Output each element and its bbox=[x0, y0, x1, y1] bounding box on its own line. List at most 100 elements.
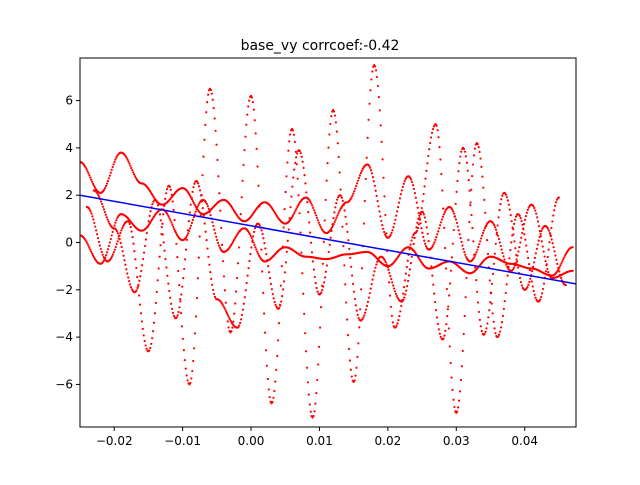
data-point bbox=[187, 379, 189, 381]
data-point bbox=[133, 173, 135, 175]
data-point bbox=[349, 257, 351, 259]
data-point bbox=[468, 179, 470, 181]
data-point bbox=[97, 194, 99, 196]
data-point bbox=[351, 375, 353, 377]
data-point bbox=[534, 294, 536, 296]
data-point bbox=[106, 216, 108, 218]
data-point bbox=[376, 76, 378, 78]
data-point bbox=[554, 205, 556, 207]
data-point bbox=[467, 170, 469, 172]
data-point bbox=[356, 310, 358, 312]
data-point bbox=[205, 231, 207, 233]
data-point bbox=[323, 241, 325, 243]
data-point bbox=[409, 243, 411, 245]
data-point bbox=[110, 172, 112, 174]
data-point bbox=[151, 203, 153, 205]
data-point bbox=[279, 304, 281, 306]
data-point bbox=[173, 209, 175, 211]
data-point bbox=[446, 288, 448, 290]
data-point bbox=[440, 336, 442, 338]
data-point bbox=[422, 200, 424, 202]
data-point bbox=[383, 195, 385, 197]
data-point bbox=[213, 293, 215, 295]
data-point bbox=[551, 238, 553, 240]
data-point bbox=[134, 258, 136, 260]
data-point bbox=[539, 236, 541, 238]
data-point bbox=[451, 389, 453, 391]
data-point bbox=[418, 215, 420, 217]
data-point bbox=[494, 226, 496, 228]
data-point bbox=[492, 312, 494, 314]
data-point bbox=[494, 253, 496, 255]
data-point bbox=[457, 170, 459, 172]
data-point bbox=[402, 299, 404, 301]
data-point bbox=[355, 304, 357, 306]
data-point bbox=[184, 258, 186, 260]
data-point bbox=[176, 256, 178, 258]
data-point bbox=[428, 240, 430, 242]
data-point bbox=[92, 183, 94, 185]
data-point bbox=[362, 317, 364, 319]
data-point bbox=[234, 302, 236, 304]
data-point bbox=[271, 288, 273, 290]
data-point bbox=[500, 245, 502, 247]
data-point bbox=[542, 288, 544, 290]
data-point bbox=[357, 314, 359, 316]
data-point bbox=[125, 268, 127, 270]
data-point bbox=[459, 390, 461, 392]
data-point bbox=[543, 283, 545, 285]
data-point bbox=[546, 263, 548, 265]
data-point bbox=[153, 322, 155, 324]
data-point bbox=[111, 234, 113, 236]
data-point bbox=[268, 388, 270, 390]
data-point bbox=[255, 132, 257, 134]
data-point bbox=[310, 242, 312, 244]
data-point bbox=[437, 129, 439, 131]
data-point bbox=[294, 141, 296, 143]
data-point bbox=[178, 284, 180, 286]
data-point bbox=[381, 224, 383, 226]
data-point bbox=[262, 292, 264, 294]
data-point bbox=[544, 260, 546, 262]
data-point bbox=[198, 257, 200, 259]
data-point bbox=[466, 258, 468, 260]
data-point bbox=[428, 248, 430, 250]
data-point bbox=[115, 219, 117, 221]
data-point bbox=[414, 231, 416, 233]
data-point bbox=[527, 209, 529, 211]
data-point bbox=[433, 241, 435, 243]
data-point bbox=[452, 399, 454, 401]
data-point bbox=[190, 377, 192, 379]
data-point bbox=[526, 212, 528, 214]
data-point bbox=[104, 211, 106, 213]
data-point bbox=[261, 233, 263, 235]
data-point bbox=[493, 263, 495, 265]
data-point bbox=[355, 185, 357, 187]
data-point bbox=[149, 215, 151, 217]
data-point bbox=[553, 209, 555, 211]
data-point bbox=[262, 237, 264, 239]
data-point bbox=[339, 171, 341, 173]
data-point bbox=[343, 264, 345, 266]
data-point bbox=[221, 244, 223, 246]
data-point bbox=[185, 249, 187, 251]
data-point bbox=[216, 159, 218, 161]
data-point bbox=[308, 221, 310, 223]
data-point bbox=[189, 211, 191, 213]
data-point bbox=[161, 223, 163, 225]
data-point bbox=[135, 267, 137, 269]
data-point bbox=[129, 223, 131, 225]
data-point bbox=[501, 248, 503, 250]
data-point bbox=[424, 178, 426, 180]
data-point bbox=[346, 318, 348, 320]
data-point bbox=[451, 208, 453, 210]
data-point bbox=[132, 243, 134, 245]
data-point bbox=[90, 179, 92, 181]
data-point bbox=[202, 156, 204, 158]
data-point bbox=[273, 390, 275, 392]
data-point bbox=[379, 215, 381, 217]
data-point bbox=[190, 204, 192, 206]
data-point bbox=[304, 182, 306, 184]
data-point bbox=[543, 251, 545, 253]
